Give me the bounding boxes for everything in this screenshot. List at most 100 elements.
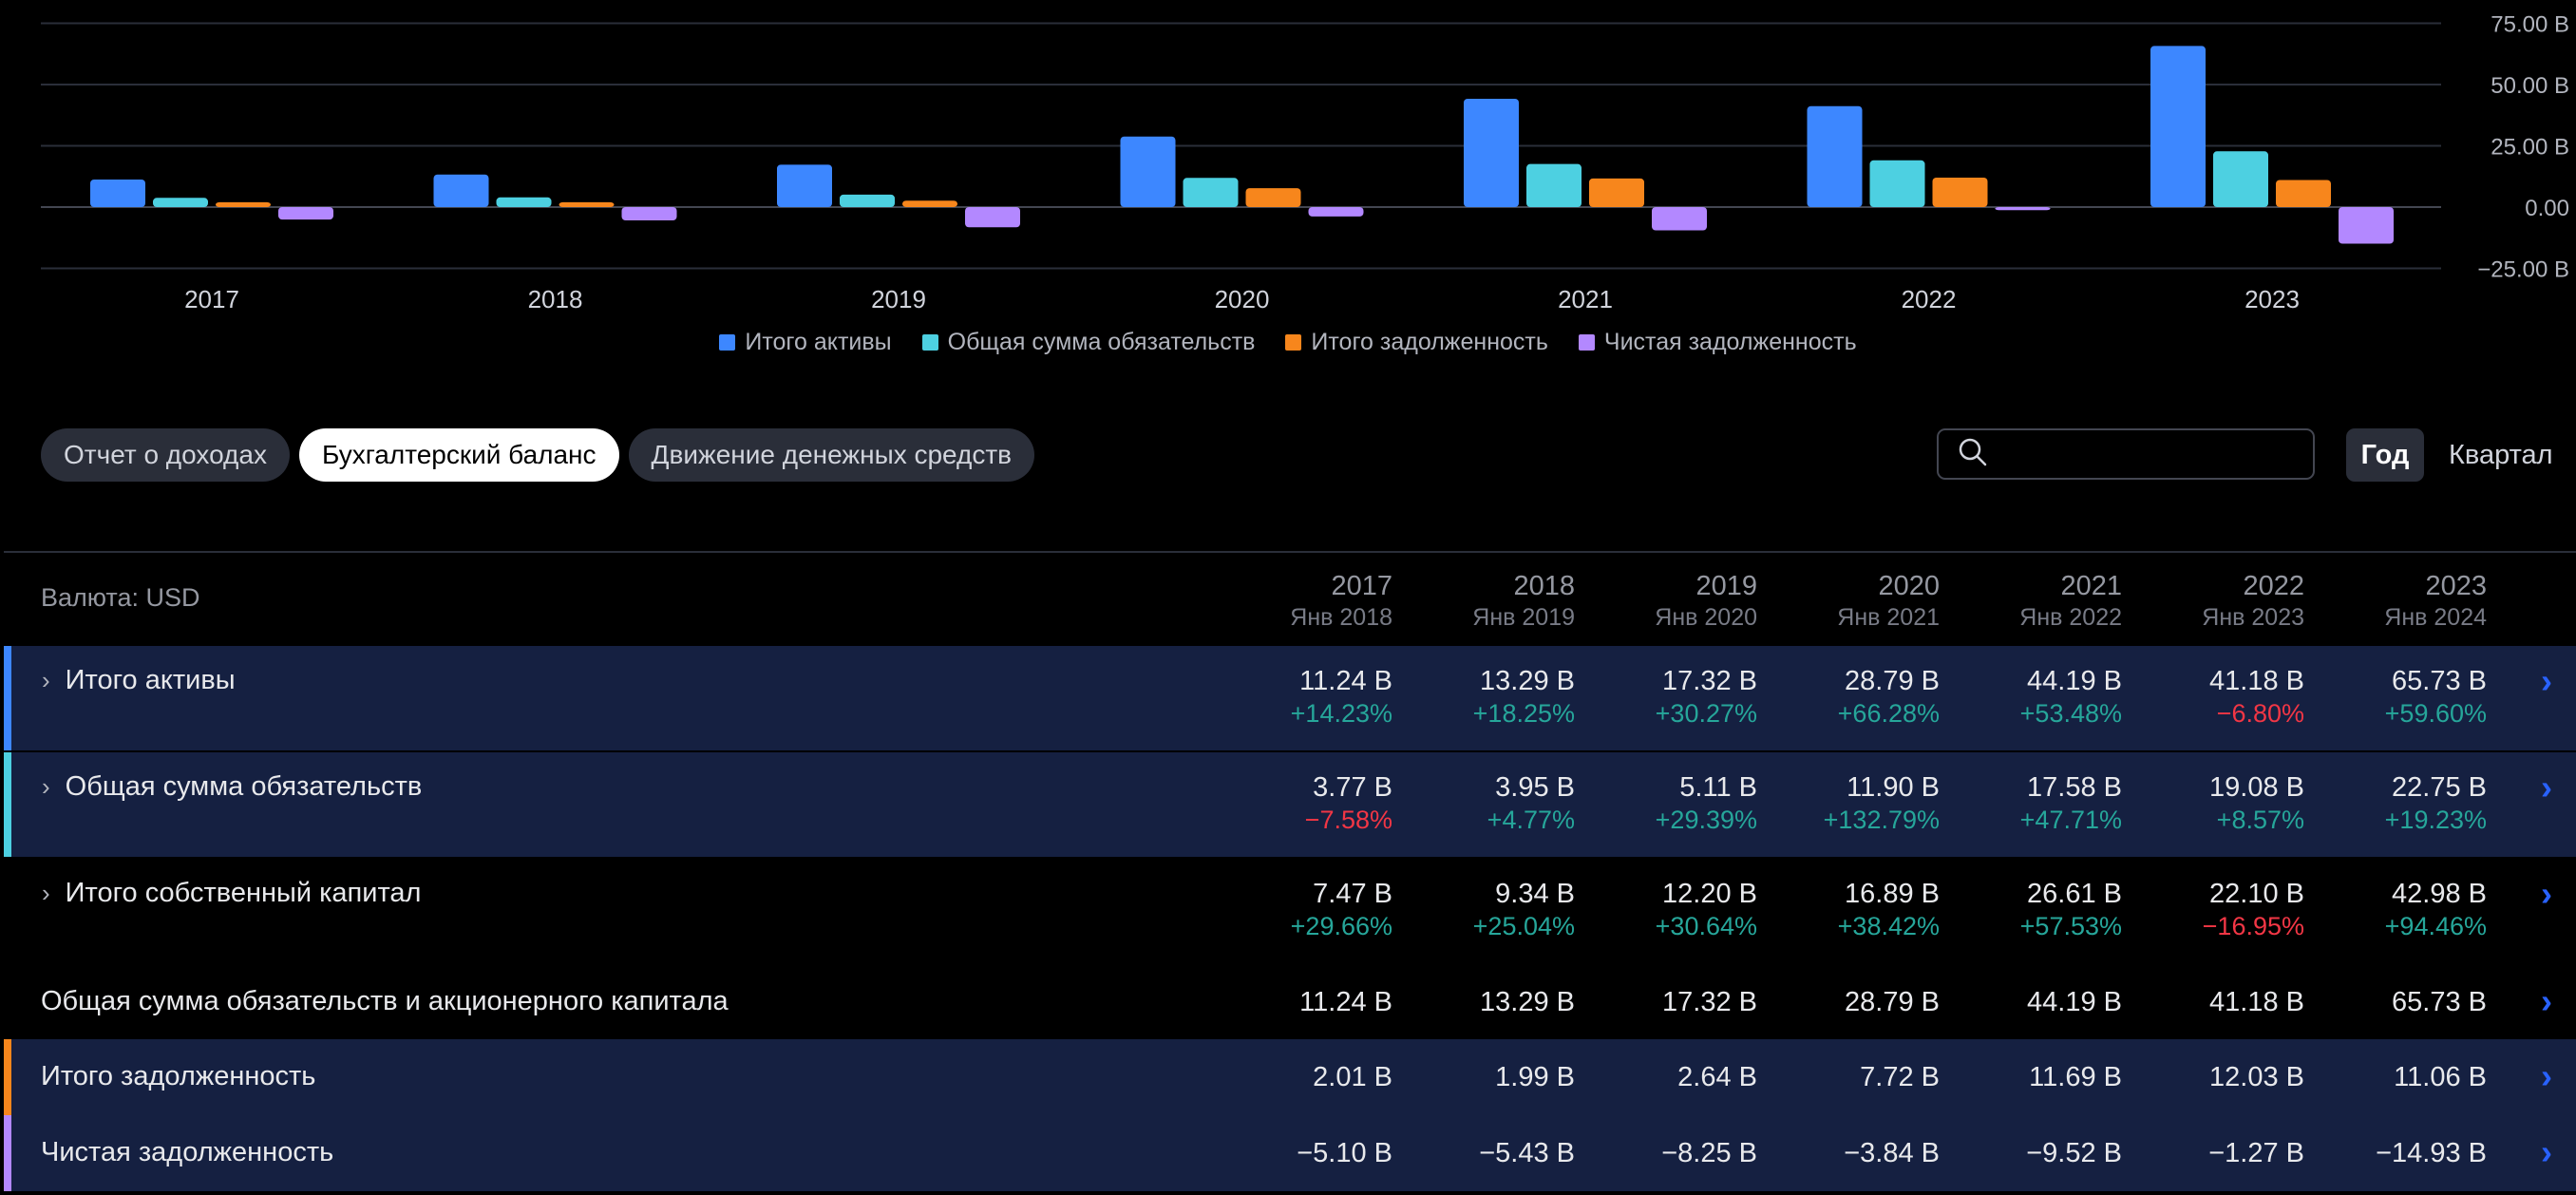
table-cell: 26.61 B +57.53% [1960, 878, 2122, 942]
legend-swatch [719, 334, 736, 351]
table-cell: 13.29 B [1413, 986, 1575, 1018]
row-chevron-icon[interactable]: › [2541, 661, 2552, 700]
legend-label: Чистая задолженность [1603, 329, 1857, 355]
table-cell: 7.47 B +29.66% [1231, 878, 1392, 942]
x-tick-label: 2017 [184, 285, 239, 313]
cell-value: 7.47 B [1313, 879, 1392, 909]
table-cell: 12.03 B [2143, 1061, 2304, 1093]
bar-1-2023[interactable] [2150, 46, 2206, 208]
cell-value: 17.58 B [2027, 772, 2122, 803]
cell-value: 2.01 B [1313, 1062, 1392, 1092]
table-cell: 12.20 B +30.64% [1596, 878, 1757, 942]
row-label-text: Чистая задолженность [41, 1137, 334, 1167]
bar-1-2020[interactable] [1120, 136, 1176, 207]
bar-2-2017[interactable] [153, 198, 208, 207]
row-chevron-icon[interactable]: › [2541, 981, 2552, 1020]
tab-income-statement[interactable]: Отчет о доходах [41, 428, 290, 482]
bar-4-2021[interactable] [1652, 207, 1707, 231]
cell-value: 42.98 B [2392, 879, 2487, 909]
table-row[interactable]: Общая сумма обязательств и акционерного … [4, 965, 2576, 1039]
column-header: 2023 Янв 2024 [2325, 570, 2487, 633]
column-year: 2021 [2060, 571, 2122, 601]
bar-1-2022[interactable] [1807, 105, 1863, 207]
table-row[interactable]: Итого задолженность 2.01 B 1.99 B 2.64 B 7.7… [4, 1039, 2576, 1115]
chevron-right-icon[interactable]: › [42, 879, 50, 907]
cell-value: 1.99 B [1495, 1062, 1575, 1092]
bar-4-2017[interactable] [278, 207, 333, 220]
bar-2-2020[interactable] [1183, 178, 1239, 207]
table-row[interactable]: › Общая сумма обязательств 3.77 B −7.58% 3.9… [4, 752, 2576, 857]
search-icon [1958, 437, 1988, 472]
row-label-text: Общая сумма обязательств [65, 771, 423, 802]
tab-balance-sheet[interactable]: Бухгалтерский баланс [298, 428, 619, 482]
row-chevron-icon[interactable]: › [2541, 1056, 2552, 1095]
row-chevron-icon[interactable]: › [2541, 1132, 2552, 1171]
cell-value: 65.73 B [2392, 987, 2487, 1017]
bar-3-2022[interactable] [1932, 177, 1988, 207]
chevron-right-icon[interactable]: › [42, 772, 50, 801]
bar-4-2022[interactable] [1995, 207, 2051, 211]
statement-tabs: Отчет о доходах Бухгалтерский баланс Дви… [41, 428, 1035, 482]
column-header: 2022 Янв 2023 [2143, 570, 2304, 633]
divider [4, 551, 2576, 553]
bar-2-2021[interactable] [1526, 163, 1582, 207]
table-cell: −14.93 B [2325, 1137, 2487, 1169]
bar-3-2019[interactable] [902, 200, 957, 207]
row-chevron-icon[interactable]: › [2541, 874, 2552, 913]
bar-1-2021[interactable] [1464, 98, 1519, 207]
table-row[interactable]: › Итого собственный капитал 7.47 B +29.66% 9… [4, 859, 2576, 963]
column-year: 2020 [1878, 571, 1940, 601]
tab-cash-flow[interactable]: Движение денежных средств [628, 428, 1035, 482]
table-row[interactable]: › Итого активы 11.24 B +14.23% 13.29 B +18.25… [4, 646, 2576, 750]
cell-change: +57.53% [2019, 912, 2122, 940]
legend-item[interactable]: Общая сумма обязательств [921, 329, 1255, 356]
bar-2-2023[interactable] [2213, 151, 2268, 207]
table-cell: 11.06 B [2325, 1061, 2487, 1093]
table-row[interactable]: Чистая задолженность −5.10 B −5.43 B −8.25 … [4, 1115, 2576, 1191]
cell-change: +29.39% [1655, 806, 1757, 834]
legend-item[interactable]: Чистая задолженность [1578, 329, 1857, 356]
table-cell: 44.19 B +53.48% [1960, 665, 2122, 730]
table-cell: 28.79 B [1778, 986, 1940, 1018]
row-label-text: Итого собственный капитал [65, 878, 422, 908]
legend-item[interactable]: Итого активы [719, 329, 892, 356]
table-cell: −8.25 B [1596, 1137, 1757, 1169]
period-year-button[interactable]: Год [2346, 428, 2424, 482]
period-quarter-button[interactable]: Квартал [2449, 439, 2553, 470]
cell-value: −8.25 B [1661, 1138, 1757, 1168]
cell-value: 22.10 B [2209, 879, 2304, 909]
search-box[interactable] [1937, 428, 2315, 480]
bar-3-2023[interactable] [2276, 180, 2331, 207]
table-cell: 19.08 B +8.57% [2143, 771, 2304, 836]
cell-value: 12.03 B [2209, 1062, 2304, 1092]
bar-2-2018[interactable] [496, 197, 552, 207]
legend-item[interactable]: Итого задолженность [1285, 329, 1548, 356]
row-chevron-icon[interactable]: › [2541, 768, 2552, 806]
bar-3-2021[interactable] [1589, 178, 1644, 207]
bar-2-2022[interactable] [1869, 160, 1925, 207]
bar-4-2023[interactable] [2339, 207, 2394, 244]
chevron-right-icon[interactable]: › [42, 666, 50, 694]
bar-2-2019[interactable] [840, 194, 895, 207]
bar-4-2020[interactable] [1308, 207, 1364, 217]
column-year: 2017 [1331, 571, 1392, 601]
row-label: Итого задолженность [41, 1061, 315, 1092]
bar-3-2017[interactable] [216, 201, 271, 207]
column-header: 2018 Янв 2019 [1413, 570, 1575, 633]
bar-1-2019[interactable] [777, 164, 832, 207]
table-cell: 11.24 B +14.23% [1231, 665, 1392, 730]
bar-3-2020[interactable] [1245, 188, 1301, 207]
bar-1-2018[interactable] [433, 174, 489, 207]
cell-value: 9.34 B [1495, 879, 1575, 909]
currency-label: Валюта: USD [41, 583, 200, 612]
bar-4-2018[interactable] [621, 207, 677, 221]
bar-4-2019[interactable] [965, 207, 1020, 228]
column-year: 2018 [1513, 571, 1575, 601]
row-label-text: Итого активы [65, 665, 236, 695]
column-year: 2023 [2425, 571, 2487, 601]
row-label: Общая сумма обязательств и акционерного … [41, 986, 729, 1017]
table-cell: 11.24 B [1231, 986, 1392, 1018]
search-input[interactable] [1999, 438, 2307, 470]
bar-3-2018[interactable] [559, 201, 615, 207]
bar-1-2017[interactable] [90, 180, 145, 207]
